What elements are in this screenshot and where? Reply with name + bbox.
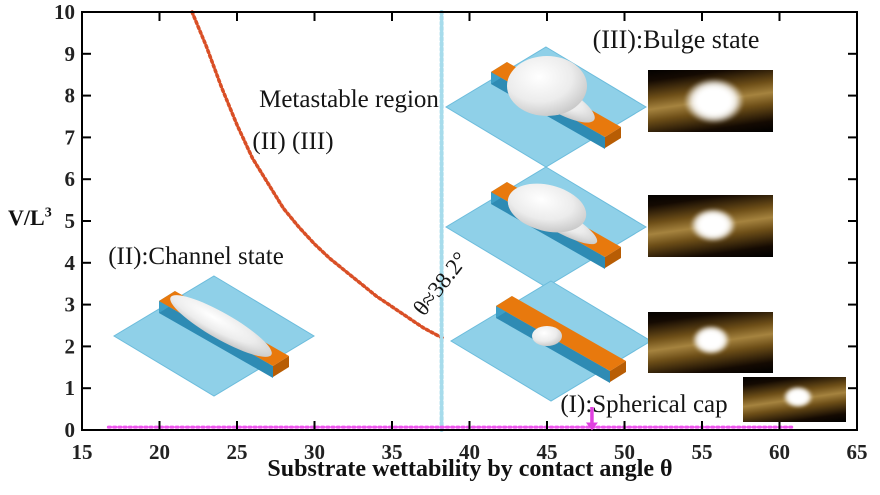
y-axis-title-base: V/L bbox=[8, 205, 45, 230]
svg-text:30: 30 bbox=[304, 440, 325, 464]
svg-text:20: 20 bbox=[149, 440, 170, 464]
svg-text:9: 9 bbox=[65, 42, 76, 66]
experiment-image-bulge-large bbox=[648, 70, 773, 132]
channel-state-schematic bbox=[113, 275, 315, 397]
svg-text:25: 25 bbox=[227, 440, 248, 464]
svg-text:3: 3 bbox=[65, 293, 76, 317]
svg-text:2: 2 bbox=[65, 334, 76, 358]
svg-text:5: 5 bbox=[65, 209, 76, 233]
y-axis-title: V/L3 bbox=[8, 205, 52, 231]
svg-text:60: 60 bbox=[769, 440, 790, 464]
svg-text:4: 4 bbox=[65, 251, 76, 275]
svg-text:6: 6 bbox=[65, 167, 76, 191]
experiment-image-bulge-small bbox=[648, 195, 773, 257]
experiment-image-spherical-cap bbox=[743, 377, 846, 422]
svg-text:45: 45 bbox=[537, 440, 558, 464]
x-axis-title: Substrate wettability by contact angle θ bbox=[267, 456, 673, 482]
svg-text:50: 50 bbox=[614, 440, 635, 464]
svg-text:10: 10 bbox=[54, 0, 75, 24]
svg-text:40: 40 bbox=[459, 440, 480, 464]
svg-text:7: 7 bbox=[65, 125, 76, 149]
y-axis-title-exponent: 3 bbox=[44, 205, 52, 221]
svg-text:65: 65 bbox=[847, 440, 868, 464]
svg-text:0: 0 bbox=[65, 418, 76, 442]
metastable-states-label: (II) (III) bbox=[252, 128, 334, 155]
svg-text:15: 15 bbox=[72, 440, 93, 464]
svg-text:35: 35 bbox=[382, 440, 403, 464]
svg-text:8: 8 bbox=[65, 84, 76, 108]
spherical-cap-schematic bbox=[450, 280, 652, 402]
spherical-cap-label: (I):Spherical cap bbox=[560, 391, 728, 418]
bulge-state-label: (III):Bulge state bbox=[592, 25, 760, 54]
svg-text:1: 1 bbox=[65, 376, 76, 400]
experiment-image-transition bbox=[648, 312, 773, 373]
metastable-region-label: Metastable region bbox=[259, 86, 439, 113]
svg-text:55: 55 bbox=[692, 440, 713, 464]
bulge-state-small-schematic bbox=[445, 166, 647, 288]
bulge-state-large-schematic bbox=[445, 46, 647, 168]
channel-state-label: (II):Channel state bbox=[108, 243, 284, 270]
